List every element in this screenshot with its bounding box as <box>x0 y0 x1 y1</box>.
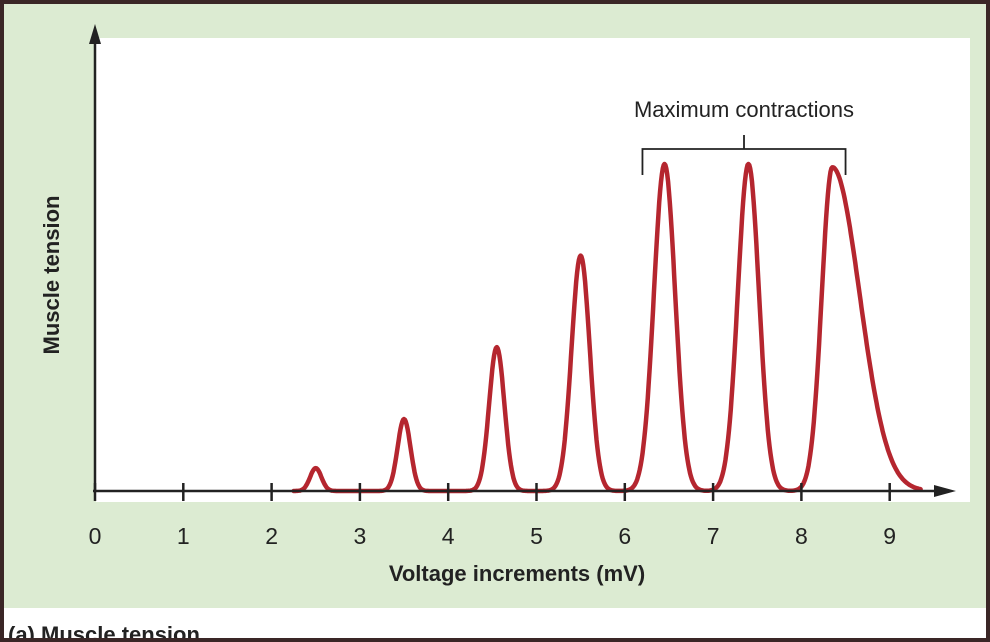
caption-strip <box>4 608 986 638</box>
x-tick-label: 0 <box>89 523 102 549</box>
x-tick-label: 4 <box>442 523 455 549</box>
y-axis-arrow-icon <box>89 24 101 44</box>
annotation-bracket <box>641 135 847 175</box>
x-tick-label: 5 <box>530 523 543 549</box>
x-tick-label: 2 <box>265 523 278 549</box>
tension-curve <box>291 161 923 494</box>
x-tick-label: 8 <box>795 523 808 549</box>
annotation-label: Maximum contractions <box>634 97 854 122</box>
figure-panel: 0 1 2 3 4 5 6 7 8 9 Maximum contractions Voltage … <box>4 4 986 638</box>
y-axis-label: Muscle tension <box>39 196 64 355</box>
x-tick-label: 6 <box>618 523 631 549</box>
figure-caption: (a) Muscle tension <box>8 622 200 638</box>
x-tick-label: 3 <box>354 523 367 549</box>
muscle-tension-chart: 0 1 2 3 4 5 6 7 8 9 Maximum contractions Voltage … <box>39 24 970 586</box>
x-axis-label: Voltage increments (mV) <box>389 561 645 586</box>
x-axis-arrow-icon <box>934 485 956 497</box>
x-tick-label: 7 <box>707 523 720 549</box>
x-tick-label: 1 <box>177 523 190 549</box>
x-tick-label: 9 <box>883 523 896 549</box>
